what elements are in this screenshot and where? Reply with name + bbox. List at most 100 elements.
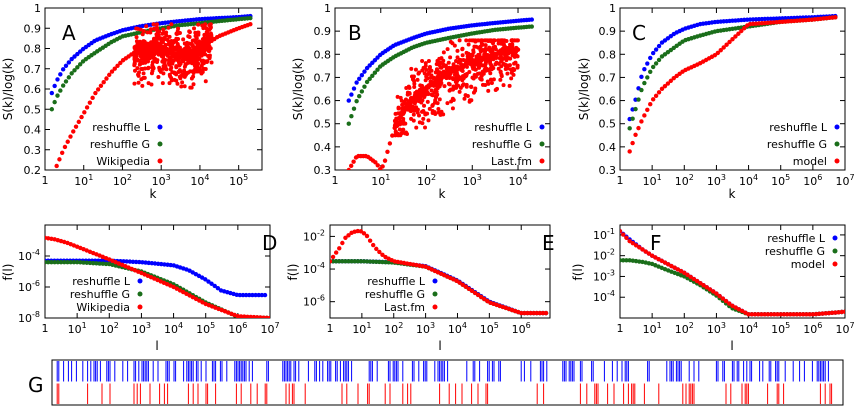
data-point — [49, 90, 55, 96]
legend-label: reshuffle G — [767, 138, 827, 151]
data-point — [195, 40, 200, 45]
tick-label: 102 — [384, 321, 403, 336]
data-point — [479, 73, 484, 78]
data-point — [176, 26, 181, 31]
data-point — [650, 64, 656, 70]
data-point — [633, 106, 638, 112]
data-point — [209, 281, 214, 286]
data-point — [134, 35, 139, 40]
data-point — [640, 247, 645, 252]
legend: reshuffle L reshuffle G Wikipedia — [90, 121, 163, 168]
data-point — [418, 83, 423, 88]
data-point — [55, 77, 60, 82]
data-point — [711, 289, 716, 294]
data-point — [142, 75, 147, 80]
data-point — [103, 261, 109, 267]
data-point — [442, 84, 447, 89]
tick-label: 0.7 — [24, 63, 42, 76]
data-point — [483, 43, 488, 48]
tick-label: 0.4 — [599, 141, 617, 154]
data-point — [69, 71, 74, 76]
legend-marker — [539, 158, 545, 164]
data-point — [149, 41, 154, 46]
legend-marker — [432, 304, 438, 310]
data-point — [469, 84, 474, 89]
data-point — [161, 71, 166, 76]
data-point — [715, 50, 721, 56]
data-point — [648, 69, 653, 75]
data-point — [180, 58, 185, 63]
tick-label: 107 — [260, 321, 279, 336]
data-point — [253, 292, 258, 298]
data-point — [346, 233, 351, 238]
tick-label: 0.3 — [599, 164, 617, 177]
plot-frame — [619, 7, 846, 171]
data-point — [733, 34, 738, 39]
tick-label: 101 — [371, 173, 390, 188]
data-point — [87, 100, 93, 105]
data-point — [642, 66, 647, 72]
data-point — [423, 125, 428, 130]
data-point — [78, 260, 83, 265]
data-point — [121, 259, 126, 264]
tick-label: 10-4 — [18, 248, 40, 263]
data-point — [507, 83, 512, 88]
data-point — [807, 312, 812, 317]
data-point — [543, 310, 549, 316]
legend-marker — [157, 158, 163, 164]
data-point — [115, 63, 120, 68]
data-point — [659, 86, 665, 92]
data-point — [505, 71, 510, 76]
data-point — [97, 261, 102, 266]
data-point — [380, 259, 385, 265]
data-point — [621, 232, 626, 237]
data-point — [179, 84, 184, 89]
data-point — [195, 64, 200, 69]
data-point — [496, 38, 501, 43]
data-point — [201, 58, 206, 63]
data-point — [794, 312, 799, 317]
data-point — [94, 261, 99, 266]
data-point — [259, 292, 265, 298]
tick-label: 1 — [617, 174, 624, 187]
data-point — [349, 259, 354, 264]
data-point — [414, 99, 419, 104]
panel-b: 1 101 102 103 104 0.3 0.4 0.5 0.6 0.7 0.8 0.9 1 S(k)/… — [291, 2, 551, 201]
tick-label: 1 — [42, 174, 49, 187]
data-point — [653, 61, 659, 66]
data-point — [155, 26, 160, 31]
data-point — [627, 149, 632, 154]
data-point — [515, 63, 520, 68]
data-point — [506, 46, 511, 51]
data-point — [451, 77, 456, 82]
data-point — [801, 312, 806, 317]
data-point — [93, 90, 98, 96]
data-point — [207, 23, 212, 28]
tick-label: 105 — [229, 173, 248, 188]
data-point — [354, 98, 359, 104]
data-point — [68, 259, 73, 265]
data-point — [426, 118, 431, 123]
data-point — [772, 312, 777, 317]
data-point — [154, 36, 159, 41]
data-point — [496, 49, 501, 54]
data-point — [397, 106, 402, 111]
data-point — [372, 70, 378, 75]
data-point — [642, 80, 647, 86]
data-point — [499, 39, 504, 44]
data-point — [429, 68, 434, 73]
data-point — [467, 69, 472, 74]
data-point — [362, 84, 367, 89]
data-layer — [627, 13, 838, 154]
data-point — [639, 87, 644, 93]
data-point — [373, 160, 378, 165]
data-point — [823, 311, 828, 316]
data-point — [169, 78, 174, 83]
data-point — [466, 51, 471, 56]
data-point — [474, 61, 479, 66]
data-point — [330, 259, 333, 264]
data-point — [364, 233, 370, 239]
data-point — [455, 48, 460, 53]
data-point — [140, 83, 145, 88]
tick-label: 103 — [152, 173, 171, 188]
